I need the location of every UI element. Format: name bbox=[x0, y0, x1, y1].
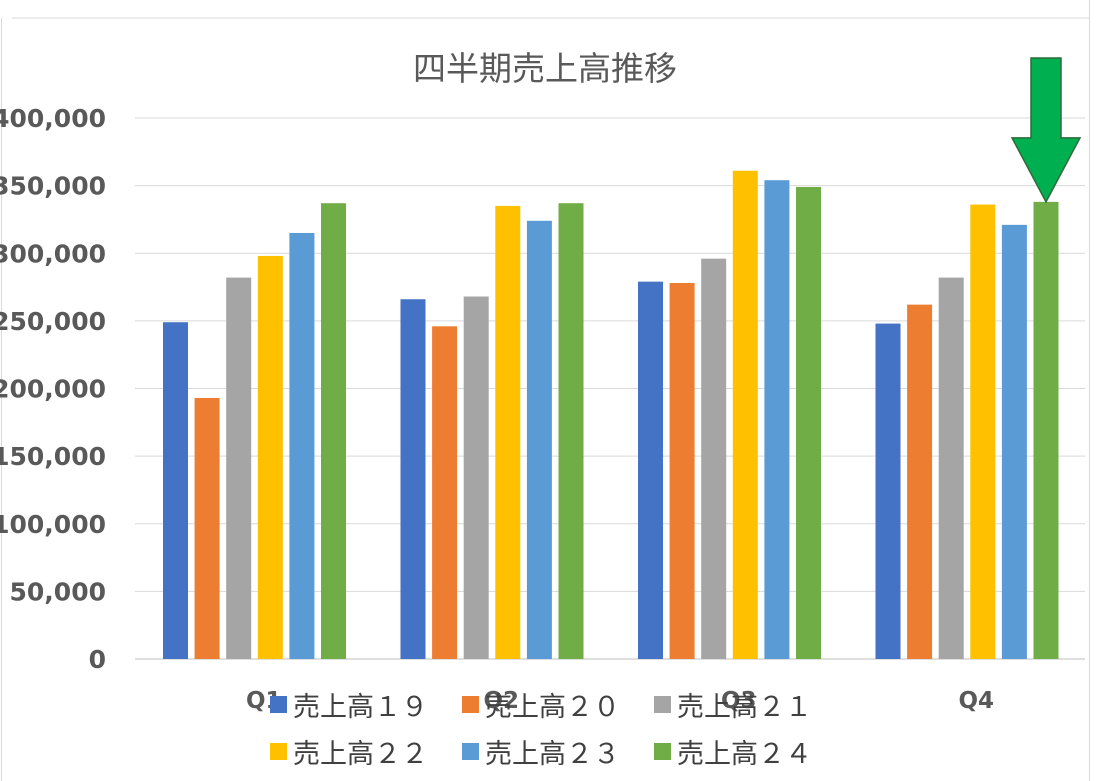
bar bbox=[321, 203, 346, 659]
legend-label: 売上高１９ bbox=[293, 692, 428, 723]
y-tick-label: 250,000 bbox=[0, 307, 106, 336]
legend-swatch bbox=[270, 696, 287, 713]
bar bbox=[495, 205, 521, 659]
legend-swatch bbox=[462, 743, 479, 760]
down-arrow-icon bbox=[1010, 57, 1082, 204]
bar bbox=[194, 397, 220, 659]
bar bbox=[400, 299, 426, 659]
bar bbox=[1033, 201, 1059, 660]
y-tick-label: 50,000 bbox=[10, 577, 106, 606]
bar bbox=[463, 296, 489, 659]
bar bbox=[764, 180, 790, 659]
bar bbox=[432, 326, 458, 659]
bar bbox=[1001, 224, 1027, 659]
legend-label: 売上高２４ bbox=[677, 739, 812, 770]
chart-title: 四半期売上高推移 bbox=[413, 49, 677, 88]
legend-label: 売上高２１ bbox=[677, 692, 812, 723]
legend-swatch bbox=[654, 696, 671, 713]
bar bbox=[226, 277, 252, 659]
y-axis-tick-labels: 0 50,000 100,000 150,000 200,000 250,000 300,0… bbox=[0, 104, 106, 674]
bar bbox=[257, 255, 283, 659]
bar bbox=[796, 186, 821, 660]
y-tick-label: 200,000 bbox=[0, 375, 106, 404]
bar bbox=[289, 232, 315, 659]
bar bbox=[938, 277, 964, 659]
legend-label: 売上高２２ bbox=[293, 739, 428, 770]
legend-swatch bbox=[462, 696, 479, 713]
legend-label: 売上高２０ bbox=[485, 692, 620, 723]
bar bbox=[163, 322, 188, 659]
y-tick-label: 350,000 bbox=[0, 172, 106, 201]
y-tick-label: 100,000 bbox=[0, 510, 106, 539]
bar bbox=[638, 281, 663, 659]
down-arrow-annotation bbox=[1010, 57, 1082, 204]
x-tick-label: Q4 bbox=[958, 688, 994, 714]
x-tick-label: Q3 bbox=[721, 688, 757, 714]
legend-label: 売上高２３ bbox=[485, 739, 620, 770]
bar bbox=[907, 304, 933, 659]
bar bbox=[875, 323, 901, 659]
x-tick-label: Q2 bbox=[483, 688, 519, 714]
y-tick-label: 300,000 bbox=[0, 239, 106, 268]
legend-swatch bbox=[270, 743, 287, 760]
legend-swatch bbox=[654, 743, 671, 760]
bar bbox=[558, 203, 584, 659]
bar bbox=[669, 283, 695, 659]
y-tick-label: 400,000 bbox=[0, 104, 106, 133]
bar bbox=[732, 170, 758, 659]
legend: 売上高１９ 売上高２０ 売上高２１ 売上高２２ 売上高２３ 売上高２４ bbox=[270, 692, 812, 770]
bar bbox=[526, 220, 552, 660]
y-tick-label: 0 bbox=[89, 645, 106, 674]
bar bbox=[970, 204, 996, 659]
bars bbox=[163, 170, 1059, 660]
bar bbox=[701, 258, 727, 659]
x-axis-tick-labels: Q1 Q2 Q3 Q4 bbox=[246, 688, 994, 714]
y-tick-label: 150,000 bbox=[0, 442, 106, 471]
